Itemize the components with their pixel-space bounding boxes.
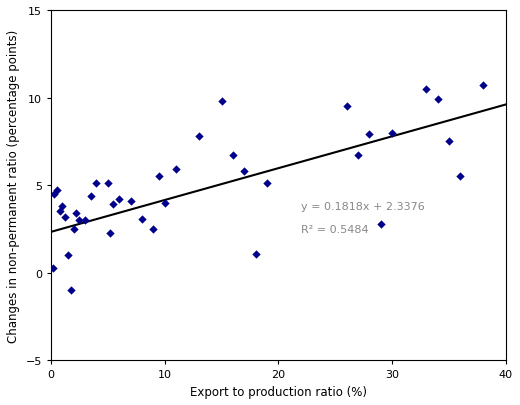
Point (263, 181, 271, 187)
Point (138, 216, 146, 222)
X-axis label: Export to production ratio (%): Export to production ratio (%) (190, 385, 367, 398)
Point (126, 198, 135, 205)
Point (155, 174, 163, 180)
Point (229, 153, 237, 159)
Point (445, 139, 453, 145)
Point (53, 188, 61, 194)
Point (58, 203, 67, 210)
Point (75, 217, 84, 224)
Point (457, 174, 465, 180)
Point (194, 134, 203, 140)
Point (366, 132, 374, 138)
Point (67, 288, 75, 294)
Point (161, 200, 169, 207)
Y-axis label: Changes in non-permanent ratio (percentage points): Changes in non-permanent ratio (percenta… (7, 30, 20, 342)
Point (109, 202, 118, 208)
Text: y = 0.1818x + 2.3376: y = 0.1818x + 2.3376 (301, 202, 425, 212)
Text: R² = 0.5484: R² = 0.5484 (301, 224, 369, 234)
Point (388, 130, 396, 136)
Point (434, 97, 442, 103)
Point (172, 167, 180, 173)
Point (92, 181, 100, 187)
Point (252, 251, 260, 257)
Point (49, 265, 57, 271)
Point (72, 211, 80, 217)
Point (217, 98, 226, 105)
Point (376, 221, 385, 228)
Point (103, 181, 112, 187)
Point (86, 193, 95, 200)
Point (60, 214, 69, 220)
Point (56, 209, 64, 215)
Point (422, 86, 431, 93)
Point (343, 104, 351, 110)
Point (115, 196, 123, 203)
Point (50, 191, 58, 198)
Point (240, 168, 249, 175)
Point (479, 83, 487, 90)
Point (149, 226, 158, 233)
Point (354, 153, 362, 159)
Point (70, 226, 78, 233)
Point (64, 252, 72, 259)
Point (81, 217, 89, 224)
Point (106, 230, 114, 236)
